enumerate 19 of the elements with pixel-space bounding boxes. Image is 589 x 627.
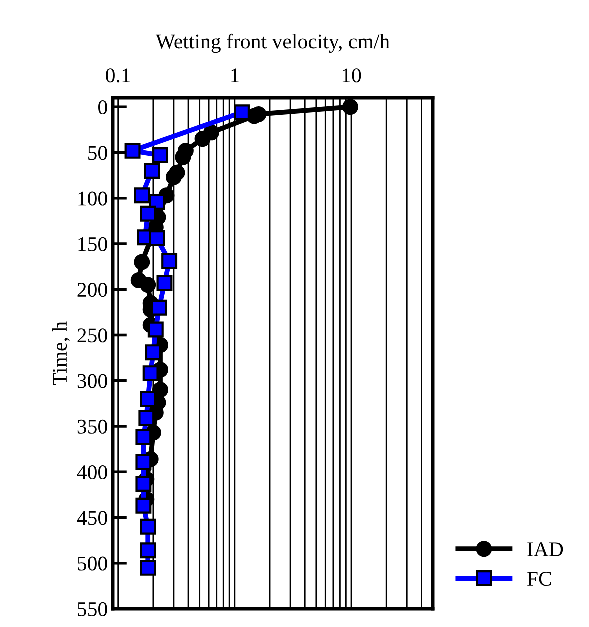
y-tick-label: 200 [78, 283, 108, 298]
x-axis-title: Wetting front velocity, cm/h [156, 34, 390, 54]
y-tick-label: 300 [78, 374, 108, 388]
y-tick-label: 500 [78, 556, 108, 571]
y-tick-label: 250 [78, 328, 108, 343]
y-tick-label: 350 [78, 420, 108, 434]
y-tick-label: 50 [88, 146, 108, 160]
y-tick-label: 450 [77, 511, 108, 526]
legend-label: IAD [528, 542, 564, 556]
x-tick-label: 10 [342, 68, 362, 83]
y-tick-label: 550 [78, 602, 108, 616]
x-tick-label: 1 [232, 68, 239, 82]
legend-label: FC [528, 572, 552, 586]
y-axis-title: Time, h [52, 322, 70, 386]
y-tick-label: 0 [98, 100, 108, 115]
y-tick-label: 400 [77, 466, 108, 480]
y-tick-label: 100 [78, 192, 108, 206]
y-tick-label: 150 [78, 237, 108, 252]
x-tick-label: 0.1 [106, 68, 130, 83]
